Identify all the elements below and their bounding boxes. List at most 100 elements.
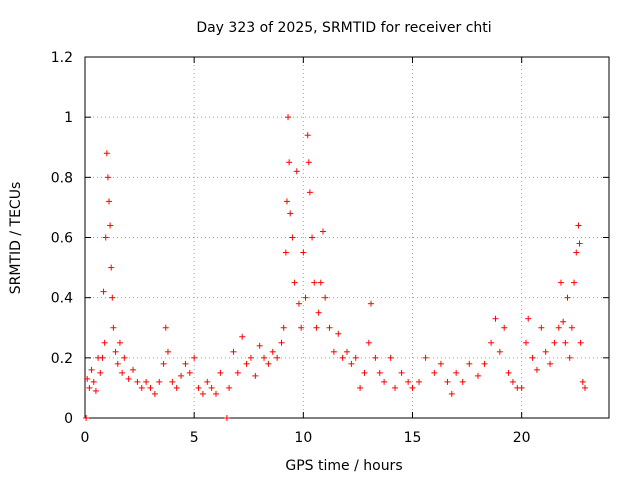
data-point — [547, 360, 554, 367]
data-point — [518, 384, 525, 391]
data-point — [326, 324, 333, 331]
data-point — [525, 315, 532, 322]
data-point — [108, 264, 115, 271]
data-point — [573, 249, 580, 256]
data-point — [121, 354, 128, 361]
data-point — [453, 369, 460, 376]
chart-title: Day 323 of 2025, SRMTID for receiver cht… — [196, 20, 491, 36]
y-tick-label: 0.4 — [51, 291, 73, 307]
data-point — [529, 354, 536, 361]
data-point — [496, 348, 503, 355]
data-point — [285, 114, 292, 121]
data-point — [566, 354, 573, 361]
data-point — [551, 339, 558, 346]
data-point — [448, 390, 455, 397]
x-tick-label: 5 — [190, 430, 199, 446]
data-point — [217, 369, 224, 376]
data-point — [557, 279, 564, 286]
data-point — [368, 300, 375, 307]
data-point — [283, 198, 290, 205]
data-point — [230, 348, 237, 355]
data-point — [252, 372, 259, 379]
data-point — [302, 294, 309, 301]
data-point — [103, 150, 110, 157]
data-point — [505, 369, 512, 376]
data-point — [579, 378, 586, 385]
data-point — [538, 324, 545, 331]
data-point — [304, 132, 311, 139]
data-point — [191, 354, 198, 361]
data-point — [88, 366, 95, 373]
data-point — [92, 387, 99, 394]
data-point — [322, 294, 329, 301]
data-point — [300, 249, 307, 256]
data-point — [90, 378, 97, 385]
y-axis-label: SRMTID / TECUs — [8, 182, 24, 295]
data-point — [357, 384, 364, 391]
data-point — [213, 390, 219, 397]
data-point — [261, 354, 268, 361]
data-point — [106, 198, 113, 205]
data-point — [335, 330, 342, 337]
data-point — [286, 159, 293, 166]
data-point — [409, 384, 416, 391]
data-point — [533, 366, 540, 373]
data-point — [298, 324, 305, 331]
data-point — [195, 384, 202, 391]
data-point — [444, 378, 451, 385]
x-tick-label: 20 — [513, 430, 531, 446]
data-point — [204, 378, 211, 385]
data-point — [365, 339, 372, 346]
data-point — [555, 324, 562, 331]
data-point — [156, 378, 163, 385]
data-point — [186, 369, 193, 376]
data-point — [147, 384, 154, 391]
data-point — [392, 384, 399, 391]
data-point — [110, 324, 117, 331]
data-point — [306, 189, 313, 196]
data-point — [208, 384, 215, 391]
data-point — [287, 210, 294, 217]
data-point — [116, 339, 123, 346]
x-tick-label: 15 — [404, 430, 422, 446]
y-tick-label: 0.8 — [51, 170, 73, 186]
data-point — [568, 324, 575, 331]
data-point — [239, 333, 246, 340]
data-point — [243, 360, 250, 367]
data-point — [130, 366, 137, 373]
data-point — [226, 384, 233, 391]
data-point — [352, 354, 359, 361]
data-point — [459, 378, 466, 385]
data-point — [119, 369, 126, 376]
data-point — [311, 279, 318, 286]
data-point — [523, 339, 530, 346]
data-point — [509, 378, 516, 385]
grid — [85, 57, 609, 418]
data-point — [289, 234, 296, 241]
data-point — [475, 372, 481, 379]
data-point — [164, 348, 171, 355]
data-point — [501, 324, 508, 331]
data-point — [319, 228, 326, 235]
data-point — [97, 369, 104, 376]
data-point — [295, 300, 302, 307]
data-point — [481, 360, 488, 367]
data-point — [416, 378, 423, 385]
data-point — [488, 339, 495, 346]
data-point — [575, 222, 582, 229]
data-point — [542, 348, 549, 355]
data-point — [372, 354, 379, 361]
data-point — [256, 342, 263, 349]
data-points — [83, 114, 588, 421]
data-point — [269, 348, 276, 355]
data-point — [265, 360, 272, 367]
y-tick-label: 1 — [64, 110, 73, 126]
data-point — [398, 369, 405, 376]
data-point — [422, 354, 429, 361]
data-point — [100, 288, 107, 295]
data-point — [313, 324, 320, 331]
data-point — [173, 384, 180, 391]
data-point — [134, 378, 141, 385]
data-point — [291, 279, 298, 286]
x-tick-label: 0 — [81, 430, 90, 446]
